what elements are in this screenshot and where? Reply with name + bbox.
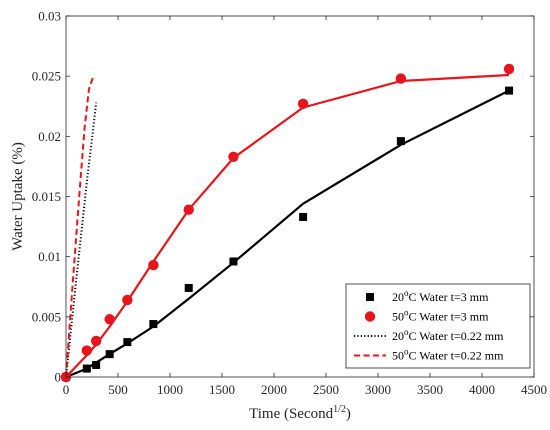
x-axis-title: Time (Second1/2)	[249, 404, 351, 422]
y-tick-label: 0.02	[38, 129, 61, 144]
x-tick-label: 4000	[469, 382, 495, 397]
series-5-line	[65, 77, 94, 378]
y-tick-label: 0.025	[32, 69, 61, 84]
x-tick-label: 1000	[157, 382, 183, 397]
y-tick-label: 0.015	[32, 189, 61, 204]
legend-label: 50oC Water t=0.22 mm	[392, 347, 504, 363]
y-tick-label: 0.03	[38, 9, 61, 24]
x-tick-label: 2000	[261, 382, 287, 397]
series-2-point	[81, 345, 93, 356]
axes-layer: 0 500 1000 1500 2000 2500 3000 3500 4000 4500 0 0.0…	[10, 9, 547, 423]
x-tick-label: 3000	[365, 382, 391, 397]
x-tick-label: 500	[108, 382, 128, 397]
x-tick-label: 0	[63, 382, 70, 397]
legend-box	[345, 283, 531, 369]
series-4-line	[65, 102, 98, 378]
series-2-point	[183, 204, 194, 215]
legend-label: 20oC Water t=0.22 mm	[392, 327, 504, 343]
series-0-point	[92, 360, 101, 369]
series-0-point	[105, 350, 114, 359]
series-0-point	[82, 364, 91, 373]
series-2-point	[104, 314, 115, 325]
x-tick-label: 2500	[313, 382, 339, 397]
legend-label: 20oC Water t=3 mm	[392, 288, 489, 304]
legend-marker	[364, 311, 376, 322]
series-2-point	[503, 63, 515, 75]
y-tick-label: 0.005	[32, 309, 61, 324]
series-0-point	[184, 283, 193, 292]
series-0-point	[299, 212, 308, 221]
plot-series-layer	[60, 16, 534, 383]
series-0-point	[123, 338, 132, 347]
series-2-point	[395, 73, 407, 84]
legend: 20oC Water t=3 mm 50oC Water t=3 mm 20oC W…	[345, 283, 531, 369]
legend-marker	[366, 293, 374, 301]
series-0-point	[505, 86, 514, 95]
series-2-point	[148, 259, 159, 271]
series-0-point	[396, 137, 405, 146]
x-tick-label: 3500	[417, 382, 443, 397]
legend-label: 50oC Water t=3 mm	[392, 308, 489, 324]
series-0-point	[149, 320, 158, 329]
series-2-point	[122, 294, 133, 306]
series-2-point	[90, 335, 102, 347]
series-2-point	[297, 98, 309, 110]
x-tick-label: 1500	[209, 382, 235, 397]
series-0-point	[229, 257, 238, 266]
y-tick-label: 0.01	[38, 249, 61, 264]
series-2-point	[228, 151, 239, 162]
y-tick-label: 0	[55, 370, 62, 385]
x-tick-label: 4500	[521, 382, 547, 397]
y-axis-title: Water Uptake (%)	[10, 142, 26, 251]
